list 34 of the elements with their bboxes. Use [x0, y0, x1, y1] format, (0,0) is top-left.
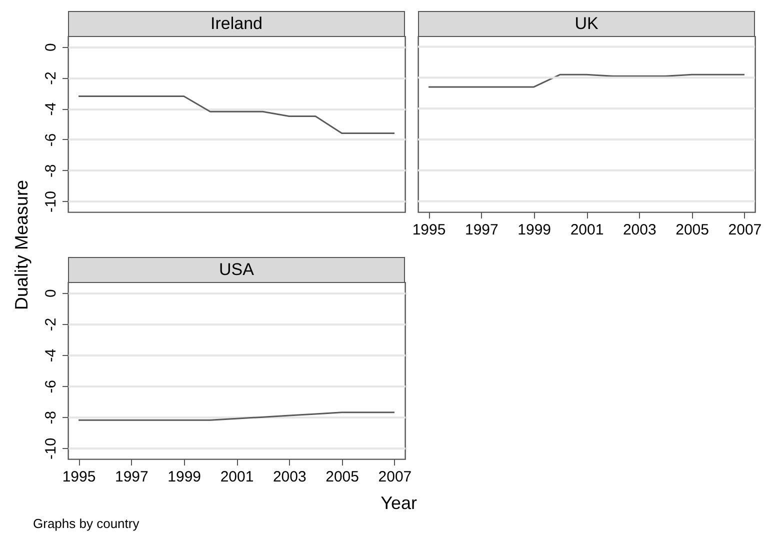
y-tick-label: -2 — [42, 72, 60, 85]
y-tick-label: -10 — [42, 190, 60, 213]
x-axis-title: Year — [380, 493, 417, 514]
x-tick-label: 1999 — [168, 468, 202, 486]
y-tick-label: -4 — [42, 348, 60, 362]
x-tick-label: 2005 — [326, 468, 359, 486]
line-series — [78, 95, 396, 134]
x-tick-label: 1999 — [518, 222, 552, 238]
y-tick-label: -4 — [42, 102, 60, 116]
x-tick-label: 2007 — [378, 468, 412, 486]
y-tick-label: 0 — [42, 43, 60, 52]
y-tick-label: -10 — [42, 438, 60, 460]
y-tick-label: 0 — [42, 289, 60, 298]
x-tick-label: 2001 — [220, 468, 254, 486]
text: Graphs by country — [33, 516, 140, 531]
x-tick-label: 2003 — [622, 222, 656, 238]
line-series — [78, 412, 396, 421]
x-tick-label: 2001 — [570, 222, 604, 238]
chart-title: USA — [68, 257, 405, 283]
x-tick-label: 2003 — [272, 468, 306, 486]
y-tick-label: -8 — [42, 410, 60, 424]
x-tick-label: 2007 — [728, 222, 762, 238]
x-tick-label: 1995 — [62, 468, 96, 486]
y-tick-label: -2 — [42, 318, 60, 332]
x-tick-label: 1995 — [412, 222, 446, 238]
y-tick-label: -8 — [42, 164, 60, 178]
x-tick-label: 1997 — [465, 222, 498, 238]
chart-title: Ireland — [68, 11, 405, 37]
y-tick-label: -6 — [42, 133, 60, 147]
y-axis-title: Duality Measure — [12, 180, 32, 310]
chart-title: UK — [418, 11, 755, 37]
x-tick-label: 2005 — [676, 222, 709, 238]
x-tick-label: 1997 — [115, 468, 148, 486]
y-tick-label: -6 — [42, 380, 60, 394]
